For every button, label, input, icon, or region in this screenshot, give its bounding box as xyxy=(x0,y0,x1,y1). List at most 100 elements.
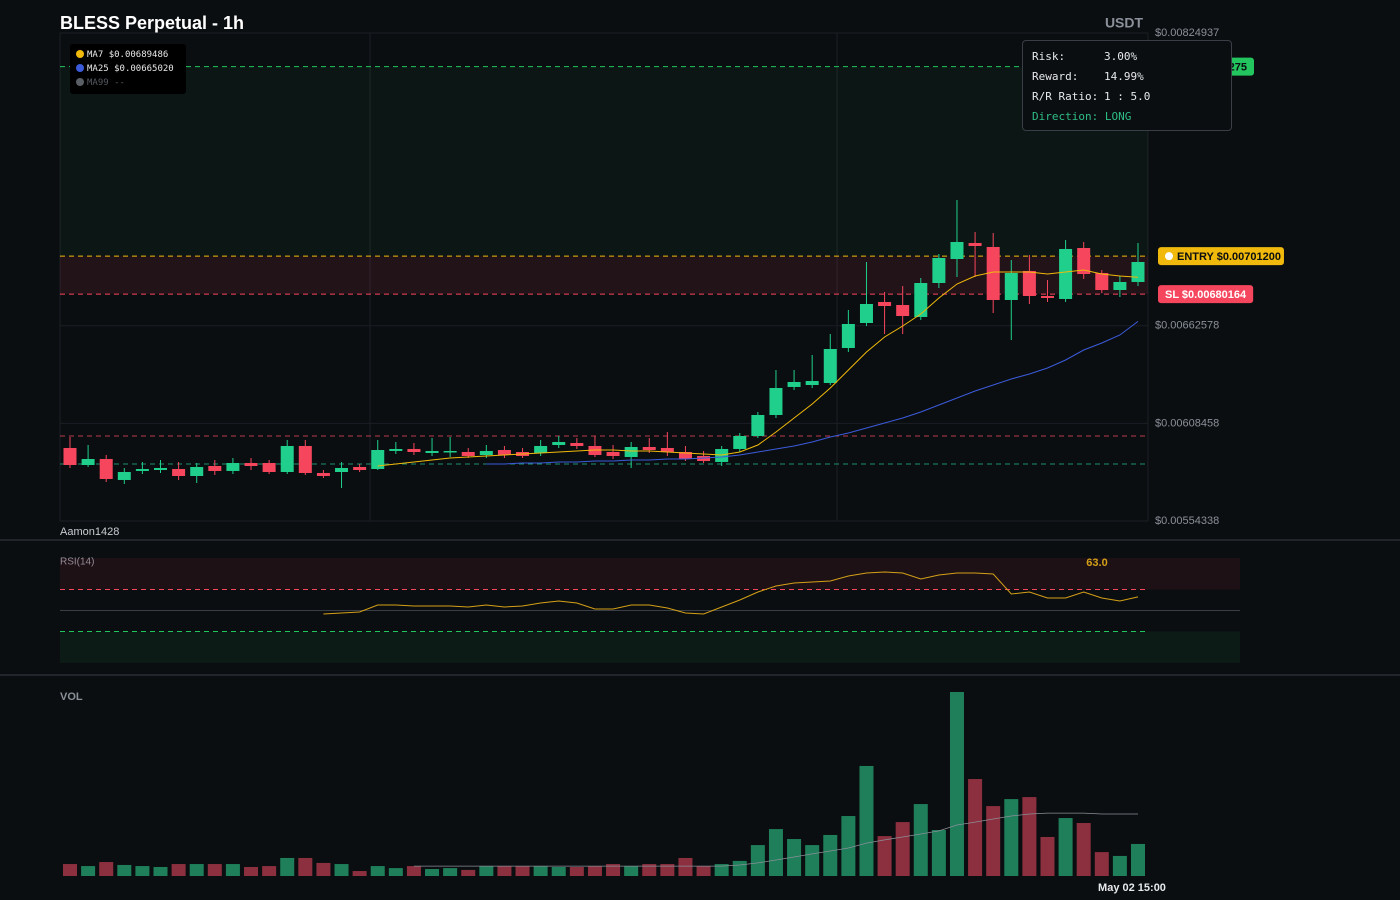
volume-bar xyxy=(678,857,693,876)
level-label: ENTRY $0.00701200 xyxy=(1177,251,1281,263)
candle-body xyxy=(154,467,168,470)
candle-body xyxy=(63,447,77,466)
risk-label: R/R Ratio: xyxy=(1032,90,1099,103)
volume-bar xyxy=(696,866,711,876)
volume-bar xyxy=(1004,799,1019,876)
volume-bar xyxy=(244,866,259,876)
candle-body xyxy=(443,450,457,453)
level-label: SL $0.00680164 xyxy=(1165,289,1247,301)
y-tick-label: $0.00824937 xyxy=(1155,27,1219,39)
candle-body xyxy=(280,445,294,472)
candle-body xyxy=(497,449,511,455)
candle-body xyxy=(606,451,620,457)
risk-label: Risk: xyxy=(1032,50,1066,63)
volume-bar xyxy=(425,869,440,876)
candle-body xyxy=(896,305,910,317)
volume-bar xyxy=(316,862,331,876)
vol-title: VOL xyxy=(60,691,83,703)
legend-dot xyxy=(76,64,84,72)
risk-value: 1 : 5.0 xyxy=(1104,90,1151,103)
candle-body xyxy=(353,467,367,470)
candle-body xyxy=(570,442,584,446)
legend-value: $0.00689486 xyxy=(108,50,169,60)
risk-row: Reward: 14.99% xyxy=(1032,67,1222,87)
candle-body xyxy=(950,241,964,259)
volume-bar xyxy=(533,866,548,876)
volume-bar xyxy=(949,692,964,876)
volume-bar xyxy=(750,845,765,876)
candle-body xyxy=(1059,248,1073,299)
volume-bar xyxy=(461,869,476,876)
candle-body xyxy=(316,472,330,477)
volume-bar xyxy=(714,864,729,876)
volume-bar xyxy=(1131,843,1145,876)
volume-bar xyxy=(99,862,114,876)
volume-bar xyxy=(443,868,458,876)
volume-bar xyxy=(569,866,584,876)
volume-bar xyxy=(171,864,186,876)
volume-bar xyxy=(787,839,802,876)
volume-bar xyxy=(225,864,240,876)
candle-body xyxy=(624,447,638,457)
candle-body xyxy=(823,348,837,383)
legend-entry: MA99 -- xyxy=(76,76,180,90)
volume-bar xyxy=(606,864,621,876)
ma-line xyxy=(377,269,1139,467)
volume-bar xyxy=(660,864,675,876)
candle-body xyxy=(534,445,548,453)
volume-bar xyxy=(479,866,494,876)
volume-bar xyxy=(63,864,77,876)
volume-bar xyxy=(298,857,313,876)
volume-bar xyxy=(1058,818,1073,876)
legend-dot xyxy=(76,50,84,58)
risk-value: 3.00% xyxy=(1104,50,1138,63)
candle-body xyxy=(932,257,946,284)
candle-body xyxy=(1040,295,1054,298)
volume-bar xyxy=(1094,852,1109,876)
candle-body xyxy=(135,469,149,471)
volume-bar xyxy=(135,866,150,876)
volume-bar xyxy=(406,866,421,876)
volume-ma-line xyxy=(413,812,1138,867)
legend-name: MA7 xyxy=(87,50,104,60)
candle-body xyxy=(1004,272,1018,300)
level-label-box xyxy=(1158,247,1284,266)
volume-bar xyxy=(1076,823,1091,876)
volume-bar xyxy=(768,829,783,876)
volume-bar xyxy=(515,866,530,876)
candle-body xyxy=(787,381,801,387)
candle-body xyxy=(878,301,892,306)
candle-body xyxy=(407,448,421,452)
volume-bar xyxy=(81,866,96,876)
candle-body xyxy=(751,414,765,437)
volume-bar xyxy=(1022,797,1037,876)
volume-bar xyxy=(153,866,168,876)
legend-name: MA99 xyxy=(87,78,109,88)
candle-body xyxy=(841,323,855,348)
risk-row: R/R Ratio: 1 : 5.0 xyxy=(1032,87,1222,107)
entry-dot xyxy=(1165,252,1173,261)
watermark: Aamon1428 xyxy=(60,526,119,538)
direction: Direction: LONG xyxy=(1032,110,1132,123)
volume-bar xyxy=(207,864,222,876)
risk-panel: Risk: 3.00% Reward: 14.99% R/R Ratio: 1 : 5… xyxy=(1022,40,1232,131)
y-tick-label: $0.00608458 xyxy=(1155,417,1219,429)
risk-value: 14.99% xyxy=(1104,70,1144,83)
oversold-zone xyxy=(60,631,1240,663)
risk-row: Risk: 3.00% xyxy=(1032,47,1222,67)
volume-bar xyxy=(334,864,349,876)
y-tick-label: $0.00662578 xyxy=(1155,320,1219,332)
candle-body xyxy=(859,303,873,324)
candle-body xyxy=(190,467,204,477)
candle-body xyxy=(1113,281,1127,290)
volume-bar xyxy=(280,857,295,876)
volume-bar xyxy=(1112,855,1127,876)
y-tick-label: $0.00554338 xyxy=(1155,515,1219,527)
stop-loss-zone xyxy=(60,256,1148,295)
volume-bar xyxy=(551,866,566,876)
ma-legend: MA7 $0.00689486 MA25 $0.00665020 MA99 -- xyxy=(70,44,186,94)
volume-bar xyxy=(497,866,512,876)
overbought-zone xyxy=(60,558,1240,590)
candle-body xyxy=(208,465,222,471)
